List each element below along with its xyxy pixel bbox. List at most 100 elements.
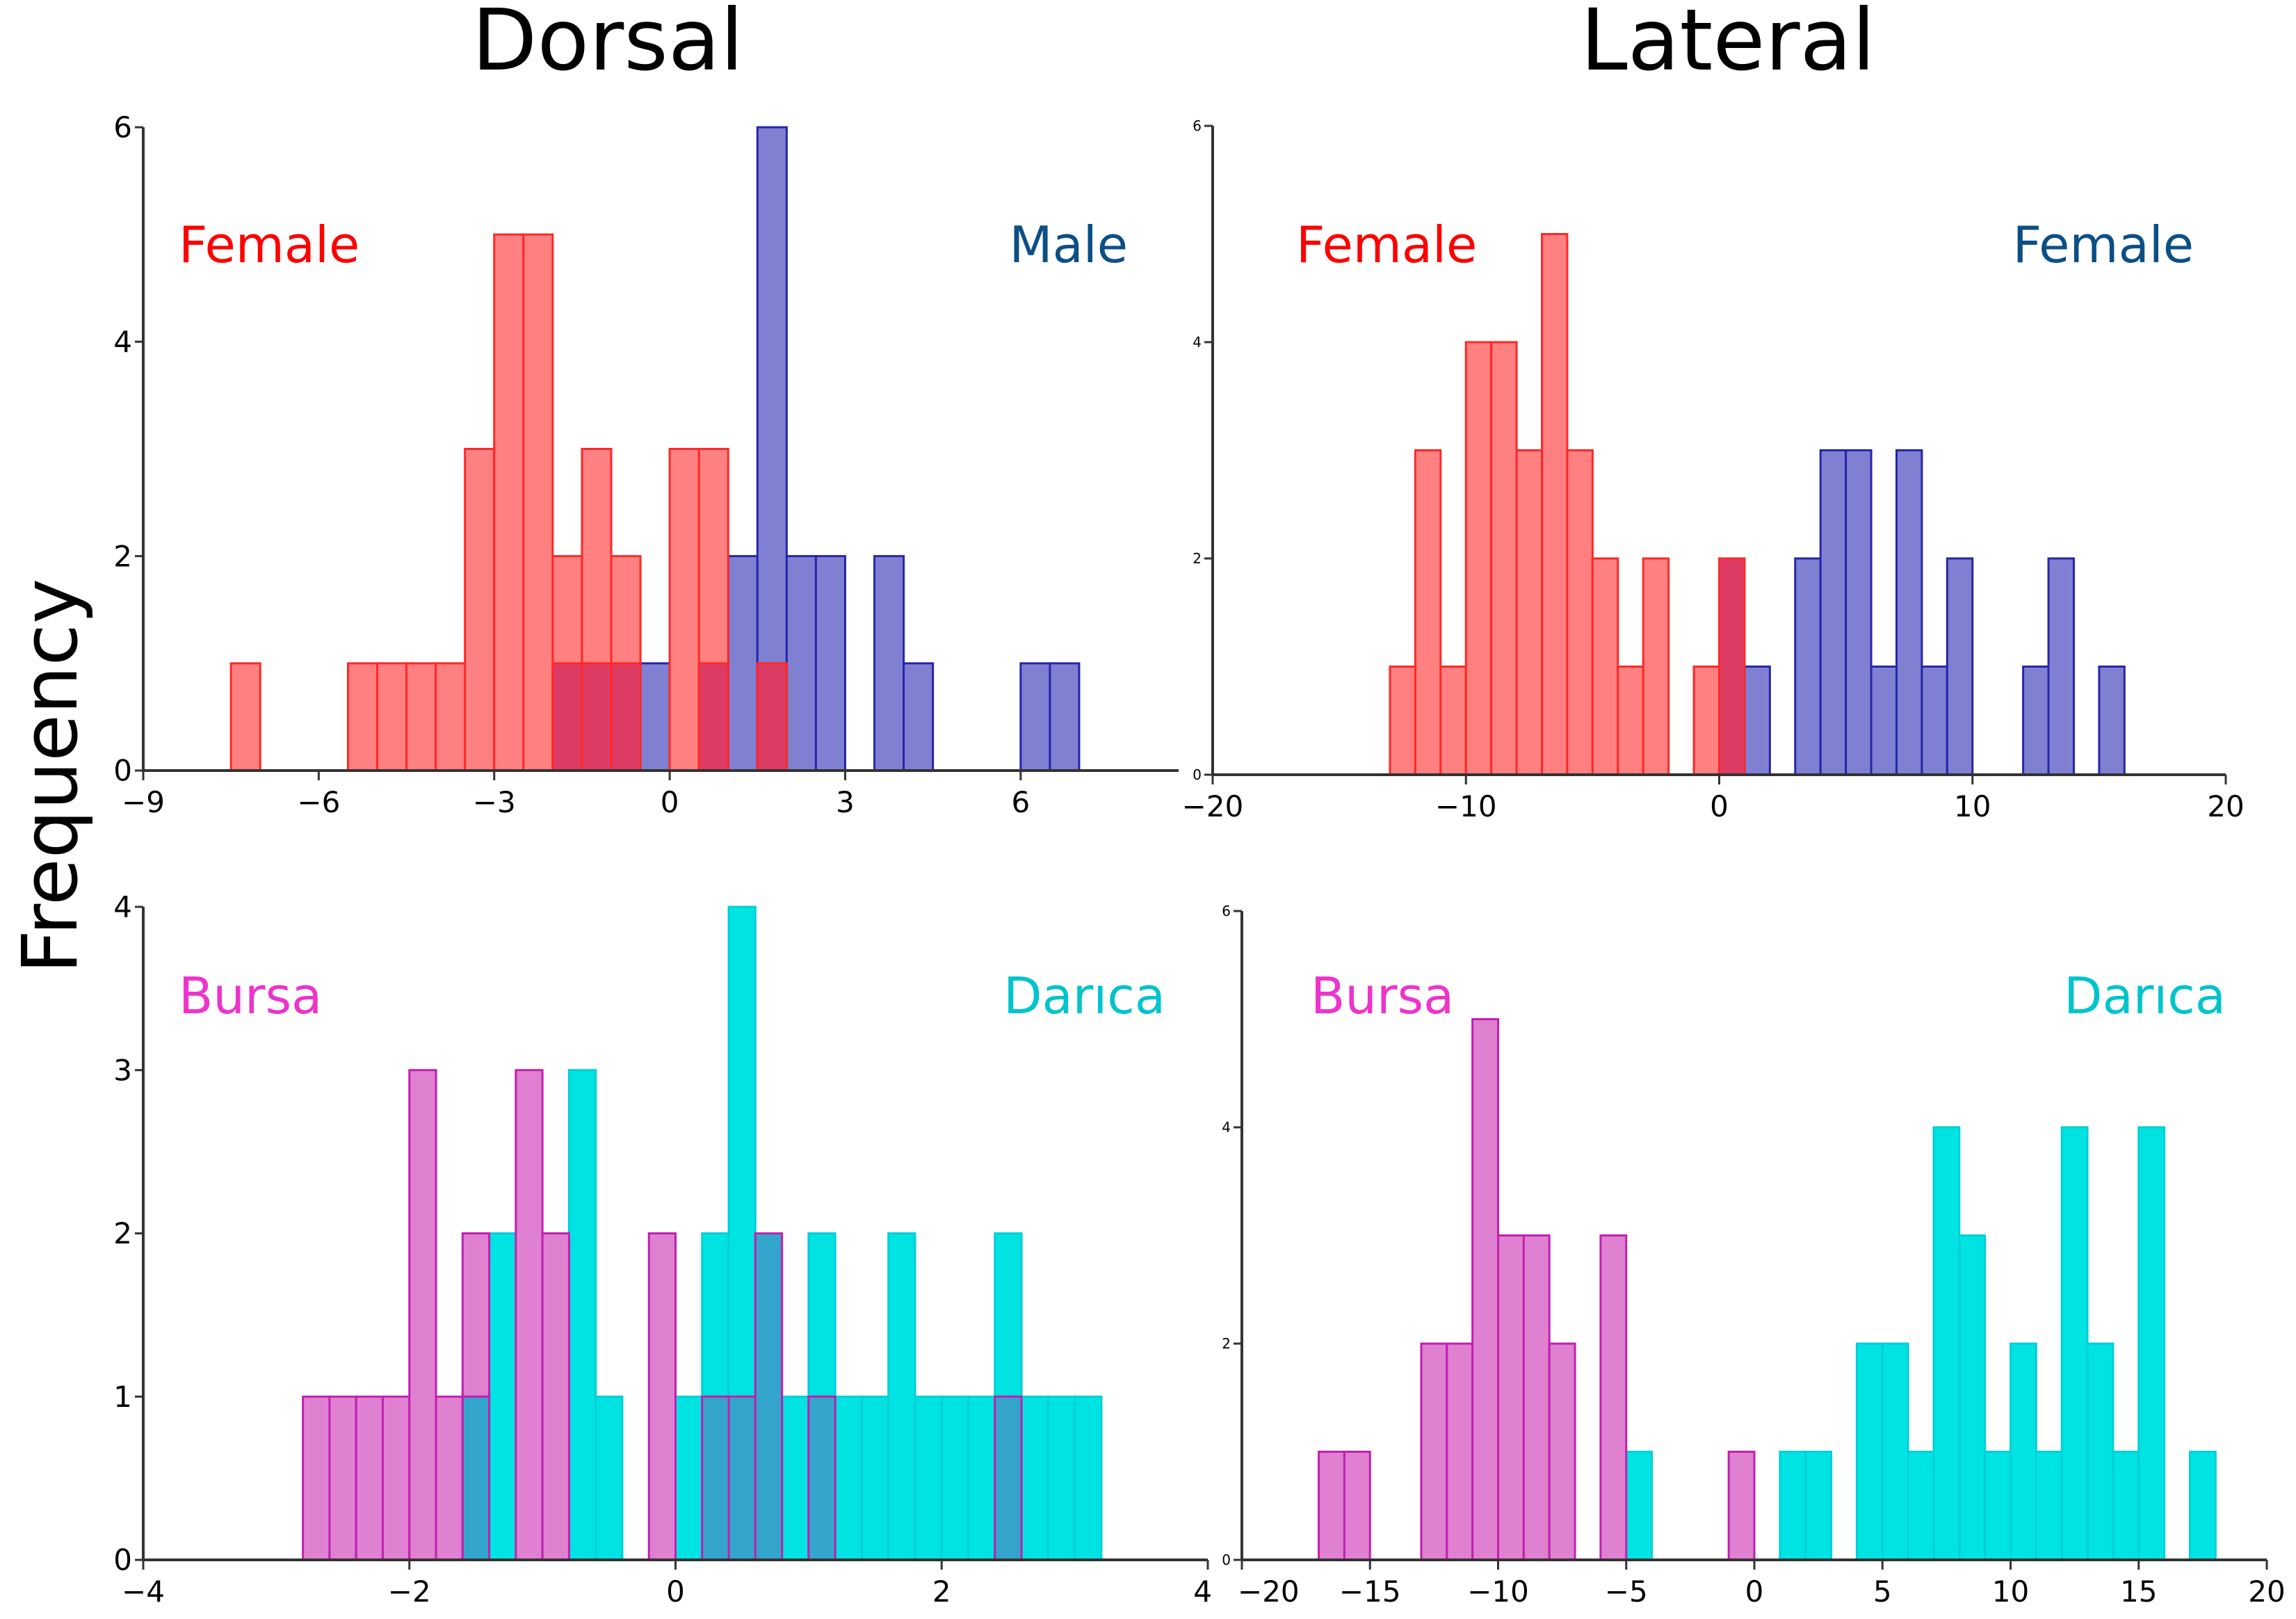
bar-female-10 <box>1642 557 1670 776</box>
y-tick-label: 6 <box>1193 118 1202 134</box>
bar-female-8 <box>1591 557 1619 776</box>
title-lateral: Lateral <box>1580 0 1875 90</box>
group-label-right: Darıca <box>2064 967 2226 1025</box>
x-tick-label: 2 <box>932 1574 951 1609</box>
bar-male-12 <box>1049 662 1081 772</box>
bar-female-5 <box>1870 666 1898 776</box>
bar-bursa-3 <box>381 1395 411 1561</box>
bar-darca-5 <box>1907 1451 1935 1561</box>
x-tick-label: 10 <box>1992 1574 2029 1609</box>
bar-overlap <box>756 662 788 772</box>
bar-darca-19 <box>1074 1395 1103 1561</box>
x-tick-label: −2 <box>388 1574 431 1609</box>
x-tick-label: −20 <box>1238 1574 1300 1609</box>
group-label-left: Bursa <box>1311 967 1454 1025</box>
bar-darca-14 <box>2137 1126 2166 1561</box>
x-tick-label: 4 <box>1193 1574 1212 1609</box>
bar-darca-17 <box>1020 1395 1049 1561</box>
bar-overlap <box>807 1395 836 1561</box>
y-axis-label: Frequency <box>6 579 95 974</box>
y-tick-label: 4 <box>113 890 132 924</box>
group-label-right: Female <box>2013 216 2194 274</box>
bar-darca-8 <box>1984 1451 2012 1561</box>
bar-male-8 <box>814 555 846 772</box>
x-tick-label: 0 <box>661 785 679 819</box>
bar-bursa-0 <box>1318 1451 1345 1561</box>
bar-darca-14 <box>940 1395 970 1561</box>
bar-male-11 <box>1019 662 1051 772</box>
bar-darca-13 <box>2112 1451 2140 1561</box>
bar-bursa-4 <box>1471 1018 1499 1561</box>
bar-bursa-6 <box>1522 1234 1551 1561</box>
title-dorsal: Dorsal <box>472 0 744 90</box>
bar-female-11 <box>2098 666 2126 776</box>
bar-female-6 <box>1895 449 1923 776</box>
bar-female-5 <box>464 448 496 772</box>
bar-female-7 <box>522 233 554 772</box>
histogram-panel-1: −9 −6 −3 0 3 6 0 2 4 6 Female Male <box>113 111 1179 819</box>
x-tick-label: 20 <box>2207 789 2244 823</box>
x-tick-label: −15 <box>1339 1574 1401 1609</box>
bar-male-3 <box>639 662 671 772</box>
bar-overlap <box>461 1395 491 1561</box>
bar-darca-12 <box>2086 1342 2115 1561</box>
bar-darca-0 <box>1625 1451 1654 1561</box>
bar-bursa-8 <box>1599 1234 1628 1561</box>
bar-female-2 <box>1794 557 1822 776</box>
bar-female-9 <box>2022 666 2050 776</box>
y-tick-label: 0 <box>113 754 132 788</box>
y-tick-label: 2 <box>113 1216 132 1250</box>
y-tick-label: 1 <box>113 1380 132 1414</box>
y-tick-label: 6 <box>1222 903 1231 919</box>
group-label-left: Female <box>179 216 359 274</box>
bar-bursa-4 <box>408 1069 437 1561</box>
bar-female-1 <box>1743 666 1771 776</box>
bar-darca-8 <box>781 1395 810 1561</box>
bar-overlap <box>727 1395 757 1561</box>
x-tick-label: 6 <box>1011 785 1030 819</box>
bar-female-2 <box>1439 666 1467 776</box>
bar-darca-10 <box>2035 1451 2063 1561</box>
bar-darca-18 <box>1046 1395 1076 1561</box>
bar-female-9 <box>1617 666 1644 776</box>
y-tick-label: 4 <box>1222 1119 1231 1136</box>
bar-darca-2 <box>1804 1451 1833 1561</box>
bar-female-10 <box>2047 557 2075 776</box>
bar-bursa-2 <box>355 1395 384 1561</box>
bar-female-3 <box>1464 341 1493 776</box>
bar-bursa-3 <box>1446 1342 1474 1561</box>
bar-female-7 <box>1566 449 1594 776</box>
bar-male-10 <box>903 662 935 772</box>
bar-darca-2 <box>567 1069 597 1561</box>
bar-male-9 <box>873 555 905 772</box>
bar-male-7 <box>785 555 817 772</box>
bar-darca-15 <box>2188 1451 2217 1561</box>
x-tick-label: −3 <box>473 785 516 819</box>
group-label-left: Bursa <box>179 967 322 1025</box>
bar-darca-4 <box>1881 1342 1909 1561</box>
bar-darca-3 <box>595 1395 624 1561</box>
x-tick-label: −6 <box>297 785 340 819</box>
bar-bursa-8 <box>541 1232 570 1561</box>
bar-female-5 <box>1515 449 1544 776</box>
x-tick-label: 5 <box>1873 1574 1892 1609</box>
bar-darca-12 <box>887 1232 916 1561</box>
x-tick-label: −10 <box>1467 1574 1529 1609</box>
bar-female-8 <box>1946 557 1974 776</box>
bar-female-3 <box>1819 449 1848 776</box>
x-tick-label: −20 <box>1182 789 1244 823</box>
bar-bursa-7 <box>515 1069 544 1561</box>
bar-darca-1 <box>488 1232 517 1561</box>
bar-bursa-0 <box>302 1395 331 1561</box>
histogram-panel-4: −20 −15 −10 −5 0 5 10 15 20 0 2 4 6 Bursa Darıca <box>1222 903 2285 1609</box>
y-tick-label: 4 <box>113 325 132 359</box>
x-tick-label: −4 <box>122 1574 165 1609</box>
bar-female-0 <box>229 662 261 772</box>
bar-darca-3 <box>1855 1342 1884 1561</box>
group-label-right: Darıca <box>1003 967 1165 1025</box>
bar-bursa-5 <box>1497 1234 1525 1561</box>
x-tick-label: −9 <box>122 785 165 819</box>
x-tick-label: 0 <box>1745 1574 1764 1609</box>
bar-bursa-7 <box>1548 1342 1576 1561</box>
bar-overlap <box>1718 557 1746 776</box>
